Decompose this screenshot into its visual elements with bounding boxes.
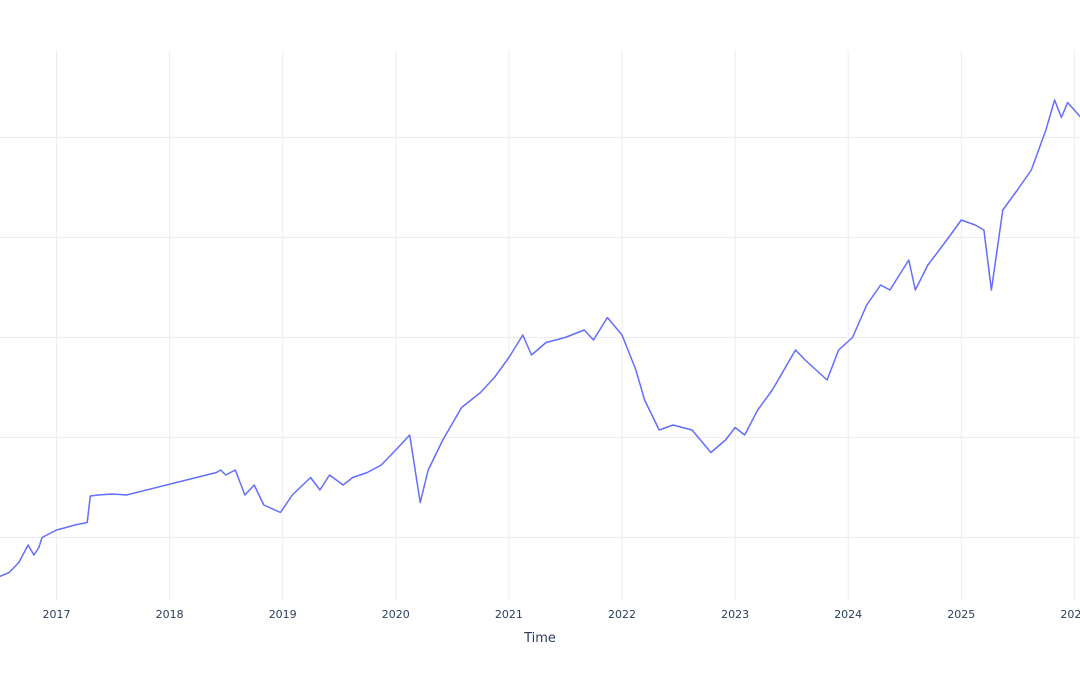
- series-layer: [0, 99, 1080, 578]
- x-tick-labels: 2017 2018 2019 2020 2021 2022 2023 2024 2025 2020: [43, 608, 1080, 621]
- x-tick-label: 2018: [156, 608, 184, 621]
- x-tick-label: 2017: [43, 608, 71, 621]
- x-tick-label: 2021: [495, 608, 523, 621]
- x-tick-label: 2025: [947, 608, 975, 621]
- x-tick-label: 2022: [608, 608, 636, 621]
- x-tick-label: 2024: [834, 608, 862, 621]
- grid-layer: [0, 50, 1080, 600]
- x-tick-label: 2020: [1060, 608, 1080, 621]
- x-tick-label: 2019: [269, 608, 297, 621]
- x-axis-title: Time: [523, 631, 556, 646]
- x-tick-label: 2020: [382, 608, 410, 621]
- series-line: [0, 99, 1080, 578]
- x-tick-label: 2023: [721, 608, 749, 621]
